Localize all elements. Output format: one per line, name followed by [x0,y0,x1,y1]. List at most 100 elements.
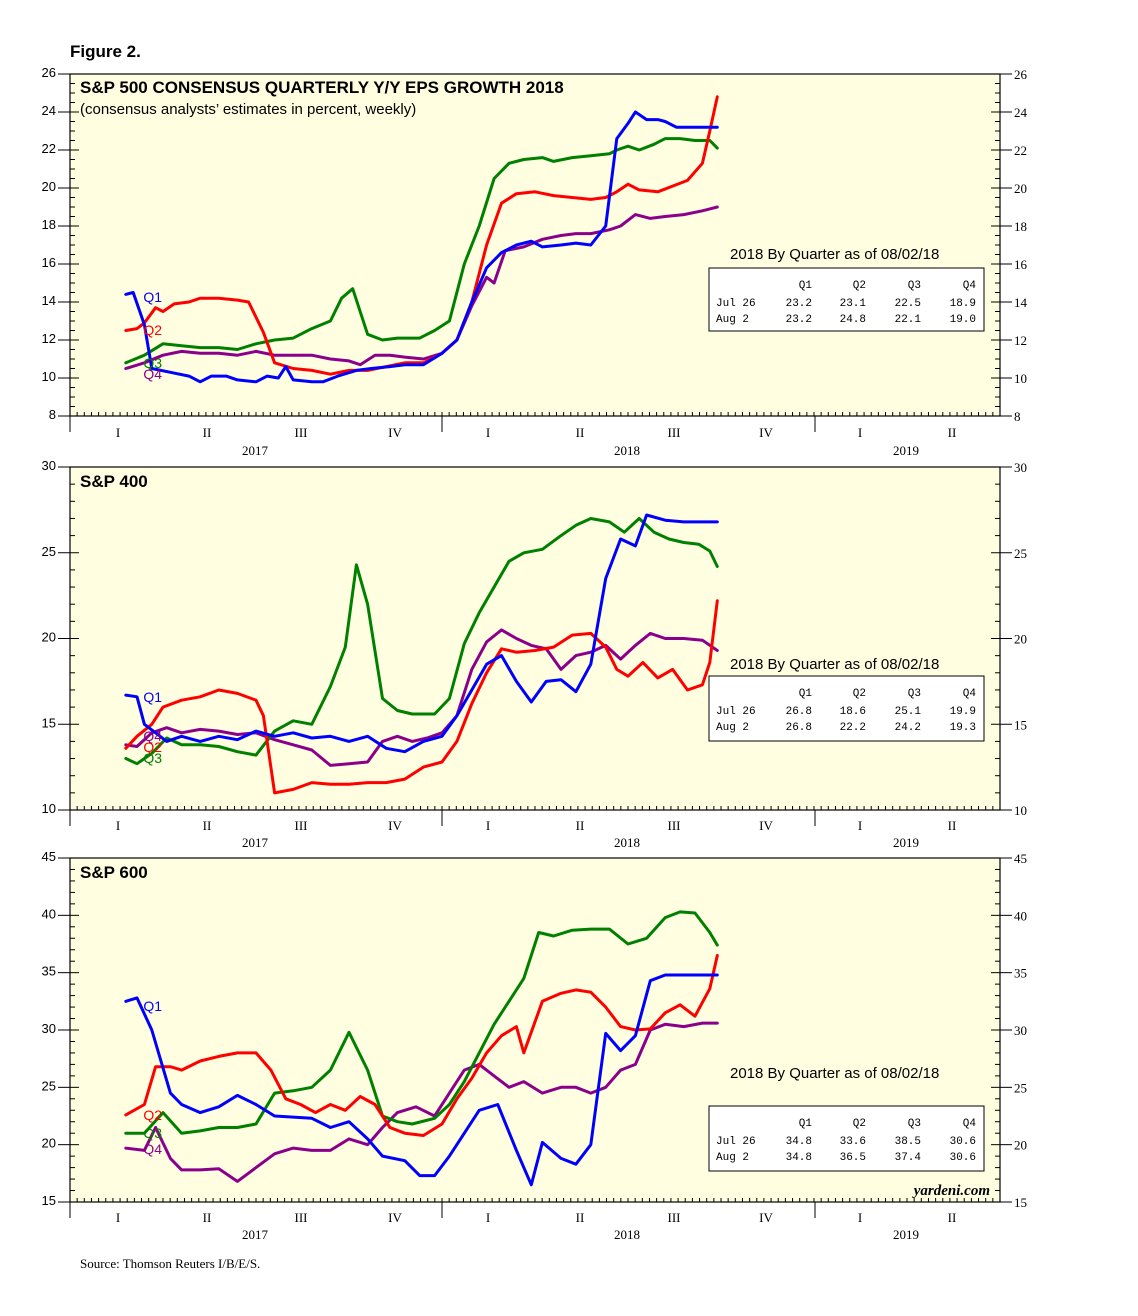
y-tick-label-right: 30 [1014,1023,1027,1038]
y-tick-label-right: 45 [1014,851,1027,866]
table-header: Q2 [853,1118,866,1130]
x-quarter-label: III [668,425,681,440]
table-cell: 37.4 [895,1152,922,1164]
x-quarter-label: III [295,818,308,833]
x-quarter-label: I [116,1210,120,1225]
x-quarter-label: IV [759,425,773,440]
table-title: 2018 By Quarter as of 08/02/18 [730,246,939,263]
y-tick-label-right: 25 [1014,1080,1027,1095]
series-line-q3 [124,517,719,766]
x-quarter-label: III [295,1210,308,1225]
y-tick-label-right: 8 [1014,409,1021,424]
x-quarter-label: II [948,818,957,833]
series-label-q2: Q2 [143,1107,162,1123]
table-cell: 19.3 [950,722,976,734]
y-tick-label-left: 20 [42,1136,56,1151]
x-quarter-label: I [486,818,490,833]
table-cell: 26.8 [786,706,812,718]
table-cell: Aug 2 [716,314,749,326]
y-tick-label-right: 12 [1014,333,1027,348]
table-cell: 30.6 [950,1136,976,1148]
table-header: Q4 [963,1118,977,1130]
x-year-label: 2019 [893,835,919,850]
table-header: Q2 [853,688,866,700]
x-quarter-label: II [203,425,212,440]
y-tick-label-left: 15 [42,1193,56,1208]
y-tick-label-left: 30 [42,458,56,473]
table-cell: 30.6 [950,1152,976,1164]
series-line-q2 [124,95,719,376]
data-table [708,675,985,742]
y-tick-label-left: 35 [42,964,56,979]
x-year-label: 2018 [614,443,640,458]
x-quarter-label: II [948,1210,957,1225]
x-quarter-label: I [858,425,862,440]
x-quarter-label: II [203,1210,212,1225]
chart-title: S&P 500 CONSENSUS QUARTERLY Y/Y EPS GROW… [80,78,564,97]
y-tick-label-left: 22 [42,141,56,156]
table-cell: 22.2 [840,722,866,734]
y-tick-label-right: 25 [1014,546,1027,561]
series-line-q1 [124,973,719,1187]
table-header: Q3 [908,1118,921,1130]
y-tick-label-left: 25 [42,1078,56,1093]
x-quarter-label: I [858,818,862,833]
x-year-label: 2019 [893,1227,919,1242]
table-header: Q4 [963,688,977,700]
table-cell: Aug 2 [716,1152,749,1164]
table-title: 2018 By Quarter as of 08/02/18 [730,1065,939,1082]
table-header: Q2 [853,280,866,292]
x-quarter-label: II [576,1210,585,1225]
table-header: Q3 [908,688,921,700]
series-line-q1 [124,513,719,754]
table-cell: 34.8 [786,1136,812,1148]
figure-label: Figure 2. [70,42,141,61]
table-cell: 33.6 [840,1136,866,1148]
x-year-label: 2018 [614,1227,640,1242]
series-label-q1: Q1 [143,289,162,305]
y-tick-label-left: 10 [42,801,56,816]
x-quarter-label: I [116,425,120,440]
table-cell: 22.5 [895,298,921,310]
y-tick-label-right: 16 [1014,257,1028,272]
table-cell: Aug 2 [716,722,749,734]
y-tick-label-left: 18 [42,217,56,232]
table-cell: 26.8 [786,722,812,734]
series-label-q2: Q2 [143,322,162,338]
x-quarter-label: I [858,1210,862,1225]
y-tick-label-right: 15 [1014,717,1027,732]
x-quarter-label: IV [388,818,402,833]
x-year-label: 2018 [614,835,640,850]
x-year-label: 2017 [242,1227,269,1242]
y-tick-label-left: 24 [42,103,56,118]
y-tick-label-left: 45 [42,849,56,864]
y-tick-label-left: 20 [42,179,56,194]
table-cell: 23.1 [840,298,867,310]
series-label-q3: Q3 [143,355,162,371]
y-tick-label-right: 18 [1014,219,1027,234]
table-title: 2018 By Quarter as of 08/02/18 [730,656,939,673]
y-tick-label-left: 40 [42,906,56,921]
y-tick-label-left: 10 [42,369,56,384]
x-quarter-label: III [295,425,308,440]
y-tick-label-right: 20 [1014,1138,1027,1153]
y-tick-label-right: 24 [1014,105,1028,120]
plot-area [69,466,1001,811]
series-label-q4: Q4 [143,366,162,382]
series-line-q4 [124,628,719,767]
table-cell: 18.6 [840,706,866,718]
y-tick-label-left: 25 [42,544,56,559]
x-year-label: 2019 [893,443,919,458]
series-label-q2: Q2 [143,739,162,755]
series-label-q4: Q4 [143,728,162,744]
table-cell: 34.8 [786,1152,812,1164]
x-quarter-label: II [203,818,212,833]
table-cell: 23.2 [786,314,812,326]
series-label-q1: Q1 [143,689,162,705]
chart-title: S&P 400 [80,472,148,491]
x-quarter-label: II [948,425,957,440]
table-header: Q1 [799,280,813,292]
